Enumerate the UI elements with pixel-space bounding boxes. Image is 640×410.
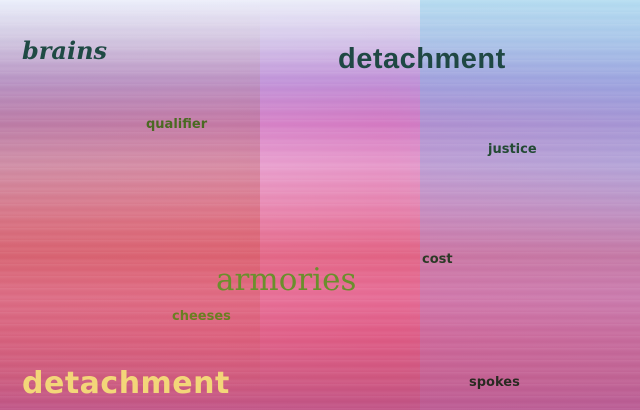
word-detachment-top: detachment: [338, 43, 506, 75]
word-detachment-bottom: detachment: [22, 366, 230, 401]
word-armories: armories: [216, 262, 357, 298]
background-tint-right: [420, 0, 640, 410]
word-spokes: spokes: [469, 375, 520, 390]
word-justice: justice: [488, 142, 537, 157]
word-qualifier: qualifier: [146, 117, 208, 132]
word-cheeses: cheeses: [172, 309, 231, 324]
word-cost: cost: [422, 252, 453, 267]
background-tint-left: [0, 0, 260, 410]
word-brains: brains: [22, 36, 108, 65]
